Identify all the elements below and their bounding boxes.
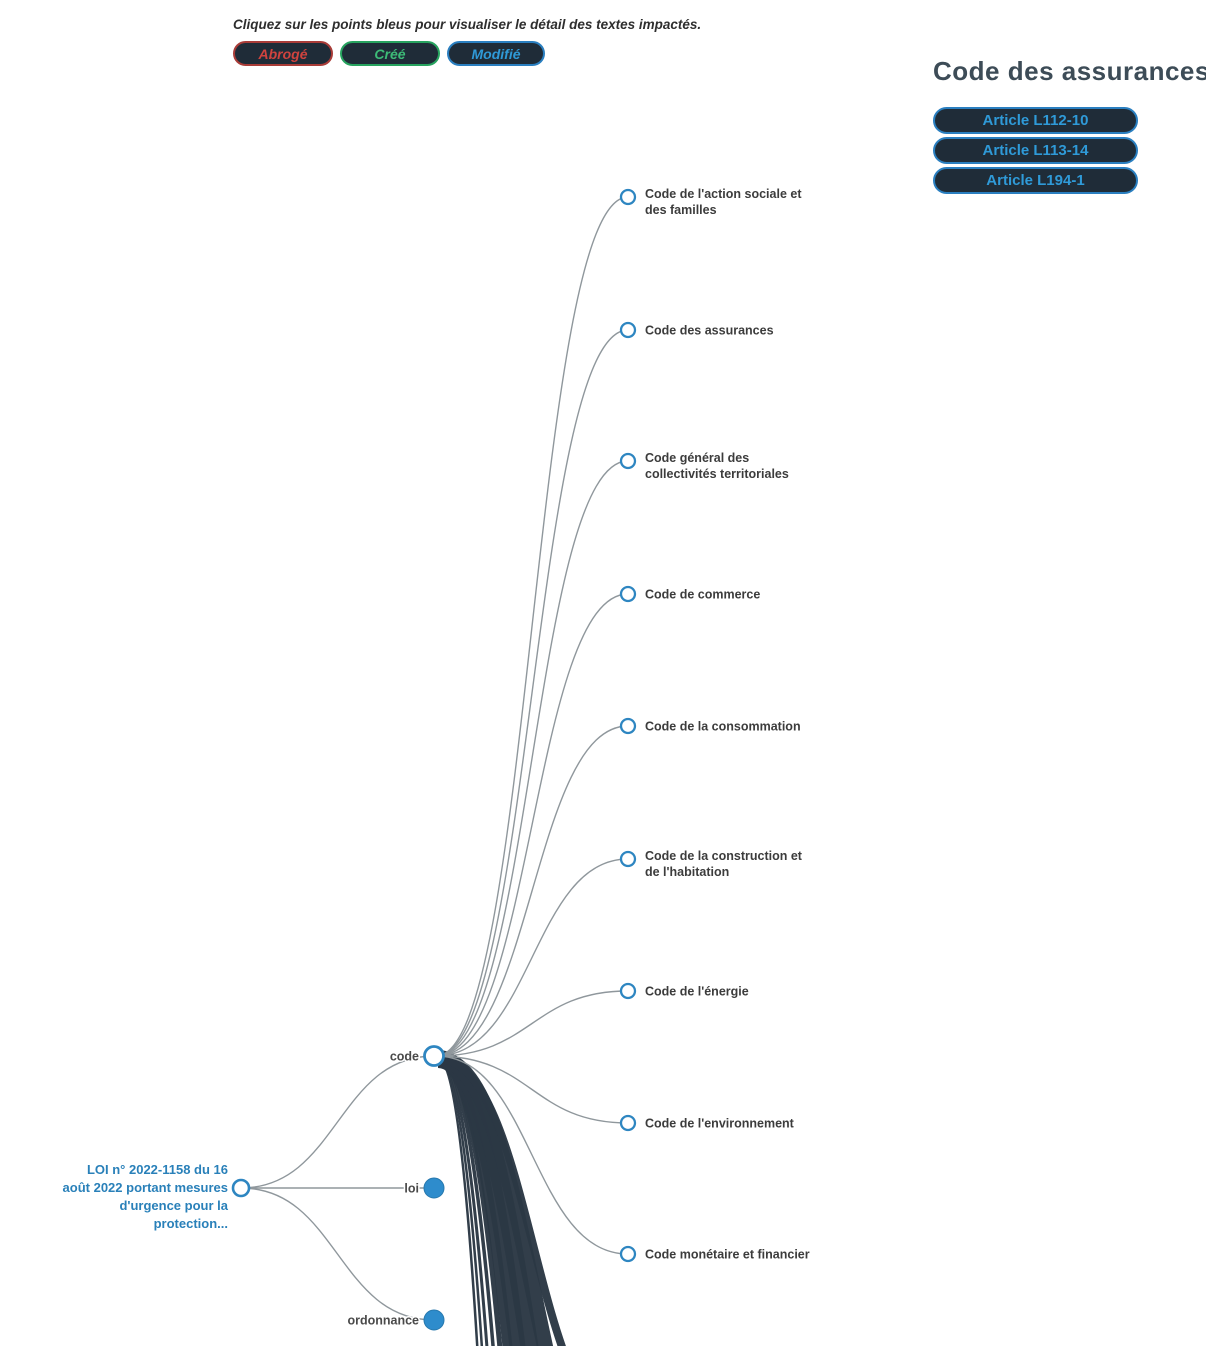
- node-label-code: code: [390, 1050, 419, 1064]
- node-label-loi: loi: [404, 1182, 419, 1196]
- leaf-label-3: Code de commerce: [645, 588, 760, 602]
- legend: Abrogé Créé Modifié: [233, 41, 545, 66]
- tree-labels: LOI n° 2022-1158 du 16 août 2022 portant …: [61, 186, 811, 1330]
- node-root[interactable]: [231, 1178, 251, 1198]
- leaf-node-3[interactable]: [619, 585, 637, 603]
- legend-badge-abroge[interactable]: Abrogé: [233, 41, 333, 66]
- leaf-node-6[interactable]: [619, 982, 637, 1000]
- instructions-text: Cliquez sur les points bleus pour visual…: [233, 17, 702, 32]
- leaf-label-5: de l'habitation: [645, 865, 729, 879]
- root-label-line: LOI n° 2022-1158 du 16: [87, 1162, 228, 1177]
- article-button-3[interactable]: Article L194-1: [933, 167, 1138, 194]
- root-label-line: d'urgence pour la: [119, 1198, 228, 1213]
- article-button-1[interactable]: Article L112-10: [933, 107, 1138, 134]
- article-button-2[interactable]: Article L113-14: [933, 137, 1138, 164]
- legend-badge-cree[interactable]: Créé: [340, 41, 440, 66]
- leaf-node-2[interactable]: [619, 452, 637, 470]
- leaf-node-8[interactable]: [619, 1245, 637, 1263]
- leaf-node-4[interactable]: [619, 717, 637, 735]
- node-label-ordonnance: ordonnance: [347, 1314, 419, 1328]
- leaf-label-7: Code de l'environnement: [645, 1117, 795, 1131]
- leaf-label-4: Code de la consommation: [645, 720, 801, 734]
- leaf-label-1: Code des assurances: [645, 324, 774, 338]
- tree-nodes: [231, 188, 637, 1331]
- node-code[interactable]: [423, 1045, 445, 1067]
- collapsed-edge-bundle: [436, 1050, 567, 1346]
- leaf-label-2: Code général des: [645, 451, 749, 465]
- root-label-line: protection...: [154, 1216, 228, 1231]
- tree-edges: [240, 196, 629, 1321]
- leaf-label-5: Code de la construction et: [645, 849, 803, 863]
- detail-panel-title: Code des assurances: [933, 56, 1206, 86]
- leaf-label-0: des familles: [645, 203, 717, 217]
- leaf-label-6: Code de l'énergie: [645, 985, 749, 999]
- leaf-node-1[interactable]: [619, 321, 637, 339]
- node-ordonnance[interactable]: [423, 1309, 445, 1331]
- leaf-label-2: collectivités territoriales: [645, 467, 789, 481]
- detail-panel: Code des assurances Article L112-10 Arti…: [933, 56, 1206, 197]
- legend-badge-modifie[interactable]: Modifié: [447, 41, 545, 66]
- leaf-node-0[interactable]: [619, 188, 637, 206]
- leaf-label-0: Code de l'action sociale et: [645, 187, 802, 201]
- leaf-node-5[interactable]: [619, 850, 637, 868]
- node-loi[interactable]: [423, 1177, 445, 1199]
- leaf-label-8: Code monétaire et financier: [645, 1248, 810, 1262]
- root-label-line: août 2022 portant mesures: [63, 1180, 228, 1195]
- leaf-node-7[interactable]: [619, 1114, 637, 1132]
